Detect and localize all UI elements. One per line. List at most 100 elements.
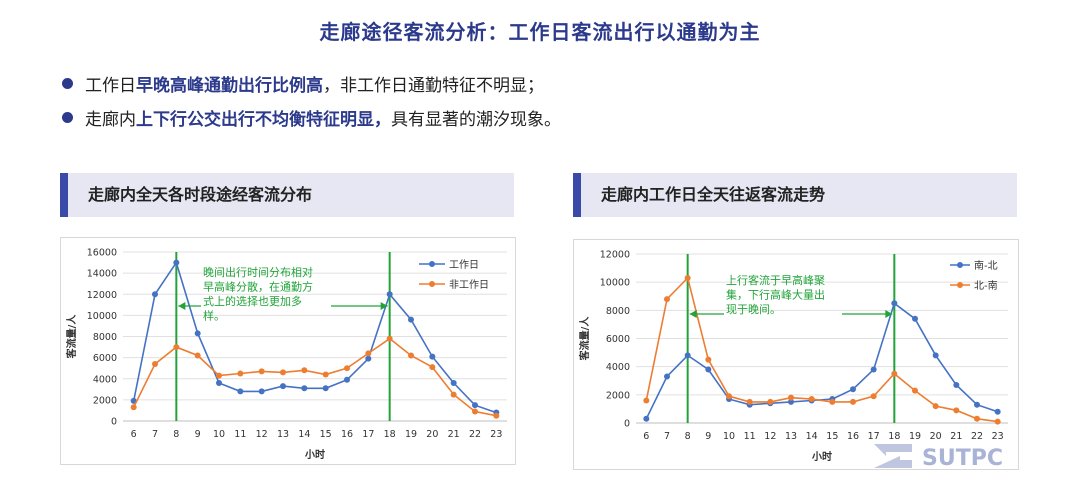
data-point [429,364,436,371]
data-point [344,365,350,372]
panel-heading-right: 走廊内工作日全天往返客流走势 [573,173,1017,217]
bullet-dot-icon [62,77,73,89]
data-point [850,386,856,393]
x-tick-label: 7 [664,431,670,442]
y-axis-title: 客流量/人 [578,316,591,362]
data-point [301,385,308,392]
data-point [429,353,436,360]
chart-right: 0 2000 4000 6000 8000 10000 12000 6 7 8 9 10 11 12 13 1… [573,239,1019,470]
y-tick-label: 4000 [93,374,117,385]
heading-accent-bar [60,173,68,217]
data-point [173,344,180,351]
y-tick-label: 6000 [606,334,630,345]
y-tick-label: 2000 [606,390,630,401]
annotation-text: 现于晚间。 [726,303,781,316]
data-point [994,418,1001,425]
data-point [664,296,670,303]
legend-marker [957,282,963,288]
data-point [870,366,877,373]
x-tick-label: 20 [426,429,438,440]
panel-heading-left: 走廊内全天各时段途经客流分布 [60,173,514,217]
chart-svg: 0 2000 4000 6000 8000 10000 12000 6 7 8 9 10 11 12 13 1… [578,250,1008,463]
data-point [891,370,898,377]
data-point [664,373,670,380]
data-point [173,259,180,266]
y-tick-label: 16000 [87,248,117,259]
data-point [344,376,350,383]
data-point [450,391,457,398]
legend-marker [429,281,435,287]
data-point [408,352,414,359]
sutpc-logo-icon [874,444,912,468]
x-tick-label: 8 [685,431,691,442]
x-tick-label: 19 [909,431,921,442]
bullet-text-post: 具有显著的潮汐现象。 [391,109,561,130]
bullet-text-pre: 工作日 [85,75,136,96]
annotation-text: 上行客流于早高峰聚 [726,273,825,287]
y-tick-label: 0 [624,419,630,430]
y-tick-label: 0 [111,417,117,428]
arrowhead-right-icon [380,302,388,310]
x-tick-label: 21 [950,431,962,442]
sutpc-logo: SUTPC [874,444,1003,471]
y-tick-label: 10000 [600,278,630,289]
data-point [280,369,286,376]
data-point [726,393,732,400]
series-line [132,337,497,417]
arrowhead-right-icon [885,310,893,318]
data-point [194,330,201,337]
panel-heading-text: 走廊内工作日全天往返客流走势 [601,185,826,204]
y-tick-label: 4000 [606,362,630,373]
data-point [829,398,836,405]
x-tick-label: 17 [868,431,880,442]
data-point [767,398,774,405]
legend-label: 非工作日 [449,279,489,291]
data-point [974,401,980,408]
x-tick-label: 8 [173,429,179,440]
data-point [493,412,500,419]
logo-text: SUTPC [922,446,1003,471]
data-point [322,385,329,392]
annotation-text: 样。 [203,309,225,323]
x-tick-label: 23 [992,431,1004,442]
y-tick-label: 6000 [93,353,117,364]
arrowhead-left-icon [689,310,697,318]
data-point [808,396,815,403]
data-point [684,274,691,281]
legend-label: 北-南 [974,279,998,292]
x-tick-label: 21 [448,429,460,440]
data-point [746,398,753,405]
y-tick-label: 12000 [600,250,630,261]
x-tick-label: 9 [705,431,711,442]
legend-marker [429,261,435,267]
data-point [365,355,372,362]
bullet-text-highlight: 早晚高峰通勤出行比例高 [136,75,323,96]
panel-heading-text: 走廊内全天各时段途经客流分布 [88,185,313,204]
x-tick-label: 14 [806,431,818,442]
data-point [386,291,393,298]
bullet-item: 工作日 早晚高峰通勤出行比例高 ，非工作日通勤特征不明显； [62,66,561,100]
data-point [788,394,794,401]
x-tick-label: 11 [744,431,756,442]
x-tick-label: 16 [847,431,859,442]
x-tick-label: 12 [764,431,776,442]
x-tick-label: 11 [234,429,246,440]
bullet-dot-icon [62,111,73,123]
data-point [643,415,650,422]
data-point [891,300,898,307]
data-point [912,315,918,322]
data-point [932,352,939,359]
data-point [216,372,222,379]
x-tick-label: 19 [405,429,417,440]
series-line [132,260,497,414]
data-point [472,408,478,415]
legend-label: 南-北 [974,259,998,272]
data-point [788,398,794,405]
data-point [194,352,201,359]
x-tick-label: 10 [723,431,735,442]
x-tick-label: 18 [384,429,396,440]
data-point [280,383,286,390]
page-title: 走廊途径客流分析：工作日客流出行以通勤为主 [319,20,761,44]
data-point [258,368,265,375]
legend-label: 工作日 [449,259,479,271]
